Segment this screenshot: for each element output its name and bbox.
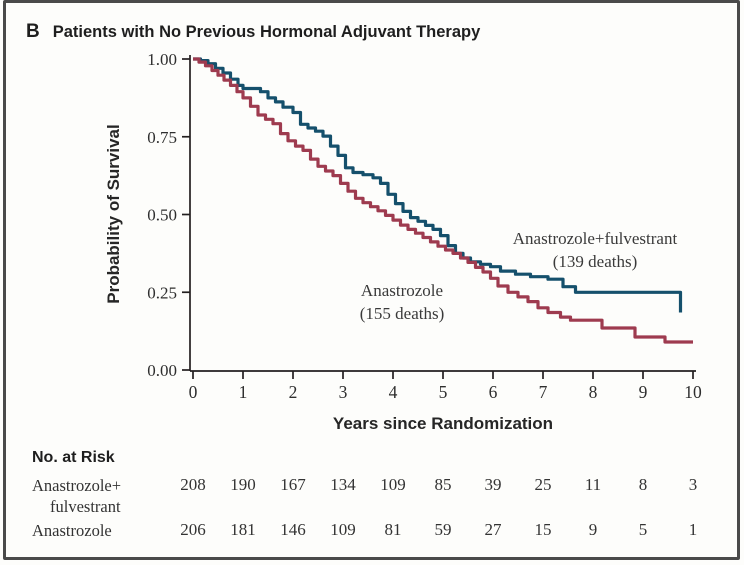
at-risk-value: 8 — [638, 475, 648, 494]
x-tick-label: 7 — [539, 382, 548, 402]
y-axis-label: Probability of Survival — [104, 124, 123, 304]
at-risk-value: 206 — [180, 520, 206, 539]
at-risk-value: 3 — [688, 475, 698, 494]
x-tick-label: 4 — [389, 382, 398, 402]
at-risk-value: 59 — [434, 520, 452, 539]
x-tick-label: 8 — [589, 382, 598, 402]
at-risk-value: 109 — [380, 475, 406, 494]
y-tick-label: 0.00 — [147, 361, 177, 380]
at-risk-value: 134 — [330, 475, 356, 494]
panel-title-row: B Patients with No Previous Hormonal Adju… — [26, 21, 480, 43]
at-risk-value: 5 — [638, 520, 648, 539]
x-tick-label: 6 — [489, 382, 498, 402]
panel-title: Patients with No Previous Hormonal Adjuv… — [52, 23, 481, 41]
curve-label-anastrozole: Anastrozole (155 deaths) — [312, 279, 492, 325]
x-tick-label: 2 — [289, 382, 298, 402]
x-tick-label: 1 — [239, 382, 248, 402]
at-risk-value: 9 — [588, 520, 598, 539]
at-risk-value: 15 — [534, 520, 552, 539]
at-risk-row-label: Anastrozole+ — [32, 476, 122, 495]
at-risk-heading: No. at Risk — [32, 449, 115, 466]
at-risk-value: 11 — [584, 475, 602, 494]
at-risk-value: 109 — [330, 520, 356, 539]
x-tick-label: 5 — [439, 382, 448, 402]
curve-label-name: Anastrozole — [360, 281, 444, 300]
y-tick-label: 1.00 — [147, 50, 177, 69]
x-tick-label: 3 — [339, 382, 348, 402]
at-risk-value: 25 — [534, 475, 552, 494]
at-risk-values-row: 208 190 167 134 109 85 39 25 11 8 3 — [0, 475, 744, 497]
x-axis-label: Years since Randomization — [332, 414, 554, 433]
at-risk-value: 167 — [280, 475, 306, 494]
y-tick-label: 0.25 — [147, 283, 177, 302]
y-tick-label: 0.75 — [147, 128, 177, 147]
at-risk-value: 85 — [434, 475, 452, 494]
at-risk-value: 39 — [484, 475, 502, 494]
at-risk-row-label: Anastrozole — [32, 521, 112, 540]
x-tick-label: 10 — [684, 382, 702, 402]
x-tick-label: 0 — [189, 382, 198, 402]
at-risk-value: 1 — [688, 520, 698, 539]
panel-letter: B — [26, 21, 40, 42]
curve-label-anastrozole-fulvestrant: Anastrozole+fulvestrant (139 deaths) — [470, 227, 720, 273]
at-risk-value: 146 — [280, 520, 306, 539]
curve-label-deaths: (139 deaths) — [552, 252, 638, 271]
at-risk-row-label: fulvestrant — [50, 497, 121, 516]
curve-label-name: Anastrozole+fulvestrant — [512, 229, 678, 248]
at-risk-values-row: 206 181 146 109 81 59 27 15 9 5 1 — [0, 520, 744, 542]
x-tick-label: 9 — [639, 382, 648, 402]
at-risk-value: 181 — [230, 520, 256, 539]
km-curve-anastrozole — [193, 57, 693, 344]
at-risk-value: 208 — [180, 475, 206, 494]
km-curve-anastrozole-fulvestrant — [193, 57, 683, 313]
at-risk-value: 27 — [484, 520, 502, 539]
at-risk-value: 81 — [384, 520, 402, 539]
at-risk-value: 190 — [230, 475, 256, 494]
y-tick-label: 0.50 — [147, 206, 177, 225]
curve-label-deaths: (155 deaths) — [359, 304, 445, 323]
